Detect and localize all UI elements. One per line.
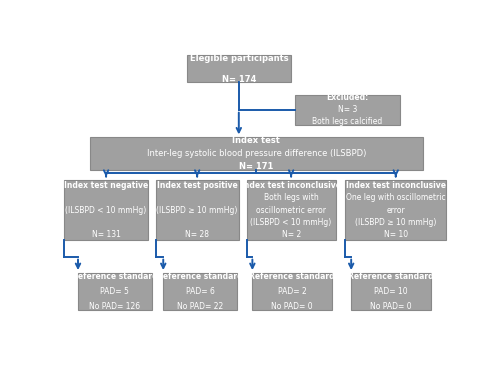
- Text: Index test: Index test: [232, 136, 280, 145]
- Text: N= 171: N= 171: [239, 162, 274, 171]
- Text: N= 10: N= 10: [384, 230, 408, 239]
- Text: Reference standard: Reference standard: [72, 272, 158, 281]
- Text: (ILSBPD ≥ 10 mmHg): (ILSBPD ≥ 10 mmHg): [355, 218, 436, 227]
- Text: Reference standard: Reference standard: [157, 272, 243, 281]
- Text: No PAD= 0: No PAD= 0: [370, 302, 412, 310]
- Text: Elegible participants: Elegible participants: [190, 54, 288, 62]
- FancyBboxPatch shape: [252, 273, 332, 310]
- FancyBboxPatch shape: [156, 180, 239, 240]
- Text: N= 131: N= 131: [92, 230, 120, 239]
- FancyBboxPatch shape: [90, 137, 423, 170]
- Text: Reference standard: Reference standard: [348, 272, 434, 281]
- Text: No PAD= 0: No PAD= 0: [272, 302, 313, 310]
- Text: PAD= 5: PAD= 5: [100, 287, 129, 296]
- Text: Excluded:: Excluded:: [326, 93, 368, 102]
- FancyBboxPatch shape: [351, 273, 430, 310]
- Text: Both legs calcified: Both legs calcified: [312, 117, 382, 126]
- FancyBboxPatch shape: [78, 273, 152, 310]
- Text: (ILSBPD < 10 mmHg): (ILSBPD < 10 mmHg): [66, 206, 146, 215]
- Text: Inter-leg systolic blood pressure difference (ILSBPD): Inter-leg systolic blood pressure differ…: [146, 149, 366, 158]
- Text: N= 2: N= 2: [282, 230, 301, 239]
- Text: (ILSBPD < 10 mmHg): (ILSBPD < 10 mmHg): [250, 218, 332, 227]
- Text: Index test inconclusive: Index test inconclusive: [346, 181, 446, 190]
- Text: Index test inconclusive: Index test inconclusive: [241, 181, 341, 190]
- Text: N= 174: N= 174: [222, 75, 256, 84]
- Text: error: error: [386, 206, 405, 215]
- Text: One leg with oscillometric: One leg with oscillometric: [346, 193, 446, 203]
- Text: PAD= 10: PAD= 10: [374, 287, 408, 296]
- Text: Both legs with: Both legs with: [264, 193, 318, 203]
- FancyBboxPatch shape: [64, 180, 148, 240]
- Text: PAD= 6: PAD= 6: [186, 287, 214, 296]
- Text: Index test negative: Index test negative: [64, 181, 148, 190]
- Text: Index test positive: Index test positive: [157, 181, 238, 190]
- Text: No PAD= 22: No PAD= 22: [177, 302, 223, 310]
- Text: N= 28: N= 28: [185, 230, 209, 239]
- FancyBboxPatch shape: [246, 180, 336, 240]
- FancyBboxPatch shape: [163, 273, 237, 310]
- Text: (ILSBPD ≥ 10 mmHg): (ILSBPD ≥ 10 mmHg): [156, 206, 238, 215]
- Text: N= 3: N= 3: [338, 105, 357, 114]
- Text: PAD= 2: PAD= 2: [278, 287, 306, 296]
- Text: oscillometric error: oscillometric error: [256, 206, 326, 215]
- FancyBboxPatch shape: [295, 95, 400, 124]
- FancyBboxPatch shape: [186, 55, 291, 82]
- Text: No PAD= 126: No PAD= 126: [89, 302, 141, 310]
- FancyBboxPatch shape: [346, 180, 446, 240]
- Text: Reference standard: Reference standard: [250, 272, 335, 281]
